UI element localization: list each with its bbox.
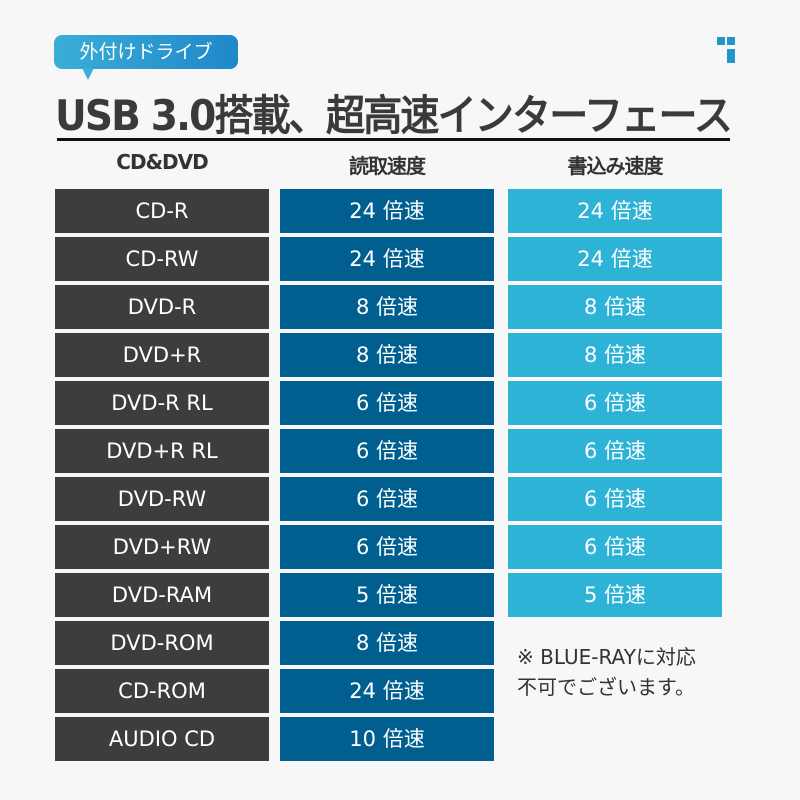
read-speed-cell: 8 倍速 (280, 285, 494, 329)
read-speed-cell: 10 倍速 (280, 717, 494, 761)
note-line: 不可でございます。 (517, 675, 695, 699)
write-speed-cell: 24 倍速 (508, 237, 722, 281)
write-speed-cell: 8 倍速 (508, 333, 722, 377)
read-speed-cell: 6 倍速 (280, 525, 494, 569)
category-badge: 外付けドライブ (54, 35, 238, 80)
media-column: CD-R CD-RW DVD-R DVD+R DVD-R RL DVD+R RL DVD-R… (55, 189, 269, 765)
read-speed-cell: 8 倍速 (280, 621, 494, 665)
write-speed-cell: 6 倍速 (508, 525, 722, 569)
media-cell: DVD+RW (55, 525, 269, 569)
write-speed-cell: 8 倍速 (508, 285, 722, 329)
header-media: CD&DVD (116, 150, 208, 174)
write-speed-cell: 6 倍速 (508, 381, 722, 425)
read-speed-cell: 24 倍速 (280, 237, 494, 281)
write-speed-cell: 24 倍速 (508, 189, 722, 233)
bluray-note: ※ BLUE-RAYに対応 不可でございます。 (517, 642, 696, 702)
write-speed-cell: 6 倍速 (508, 477, 722, 521)
media-cell: DVD-ROM (55, 621, 269, 665)
read-speed-cell: 6 倍速 (280, 429, 494, 473)
write-speed-column: 24 倍速 24 倍速 8 倍速 8 倍速 6 倍速 6 倍速 6 倍速 6 倍速 5 倍速 (508, 189, 722, 621)
read-speed-cell: 6 倍速 (280, 381, 494, 425)
read-speed-cell: 24 倍速 (280, 669, 494, 713)
header-write: 書込み速度 (567, 154, 664, 178)
media-cell: DVD-R RL (55, 381, 269, 425)
header-read: 読取速度 (349, 154, 426, 178)
media-cell: AUDIO CD (55, 717, 269, 761)
read-speed-cell: 24 倍速 (280, 189, 494, 233)
media-cell: CD-RW (55, 237, 269, 281)
media-cell: CD-ROM (55, 669, 269, 713)
read-speed-cell: 6 倍速 (280, 477, 494, 521)
media-cell: DVD+R RL (55, 429, 269, 473)
media-cell: DVD-R (55, 285, 269, 329)
page-title: USB 3.0搭載、超高速インターフェース (55, 91, 733, 140)
read-speed-cell: 8 倍速 (280, 333, 494, 377)
write-speed-cell: 5 倍速 (508, 573, 722, 617)
title-divider (57, 138, 730, 141)
note-line: ※ BLUE-RAYに対応 (517, 645, 696, 669)
media-cell: DVD+R (55, 333, 269, 377)
media-cell: DVD-RW (55, 477, 269, 521)
media-cell: DVD-RAM (55, 573, 269, 617)
read-speed-cell: 5 倍速 (280, 573, 494, 617)
media-cell: CD-R (55, 189, 269, 233)
read-speed-column: 24 倍速 24 倍速 8 倍速 8 倍速 6 倍速 6 倍速 6 倍速 6 倍速 5 倍速 8 … (280, 189, 494, 765)
write-speed-cell: 6 倍速 (508, 429, 722, 473)
